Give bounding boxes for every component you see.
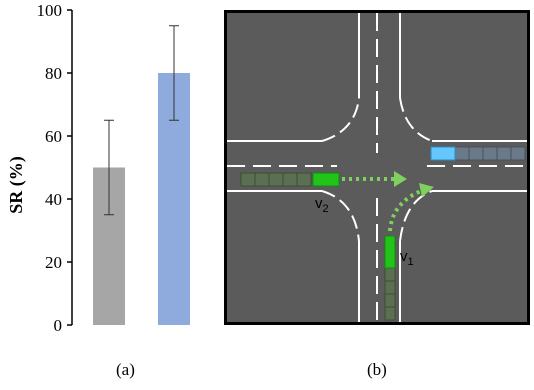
other-vehicle-trail bbox=[454, 146, 526, 161]
y-tick-label: 20 bbox=[45, 253, 62, 272]
error-bar-1 bbox=[169, 25, 179, 121]
other-vehicle bbox=[430, 146, 456, 161]
road-markings bbox=[227, 13, 527, 322]
y-axis: 0 20 40 60 80 100 bbox=[37, 1, 73, 335]
y-tick-label: 60 bbox=[45, 127, 62, 146]
v1-path bbox=[388, 189, 422, 232]
v2-label: v2 bbox=[315, 195, 329, 215]
caption-b: (b) bbox=[367, 360, 387, 379]
bar-chart: 0 20 40 60 80 100 w/o w SR (%) bbox=[6, 1, 190, 340]
intersection-scene: v2 v1 bbox=[224, 10, 530, 325]
error-bar-0 bbox=[104, 119, 114, 216]
v2-vehicle bbox=[312, 172, 340, 187]
y-axis-label: SR (%) bbox=[6, 156, 27, 214]
v1-label: v1 bbox=[400, 248, 414, 268]
y-tick-label: 100 bbox=[37, 1, 63, 20]
caption-a: (a) bbox=[116, 360, 135, 379]
y-tick-label: 40 bbox=[45, 190, 62, 209]
v2-path-arrow-icon bbox=[394, 171, 407, 187]
x-tick-label: w bbox=[168, 337, 181, 340]
v1-trail bbox=[384, 267, 396, 321]
v1-vehicle bbox=[384, 235, 396, 269]
x-axis-labels: w/o w bbox=[96, 337, 181, 340]
bars bbox=[93, 25, 190, 325]
v1-path-arrow-icon bbox=[419, 183, 434, 197]
x-tick-label: w/o bbox=[96, 337, 122, 340]
v2-trail bbox=[240, 172, 312, 187]
y-tick-label: 0 bbox=[54, 316, 63, 335]
y-tick-label: 80 bbox=[45, 64, 62, 83]
